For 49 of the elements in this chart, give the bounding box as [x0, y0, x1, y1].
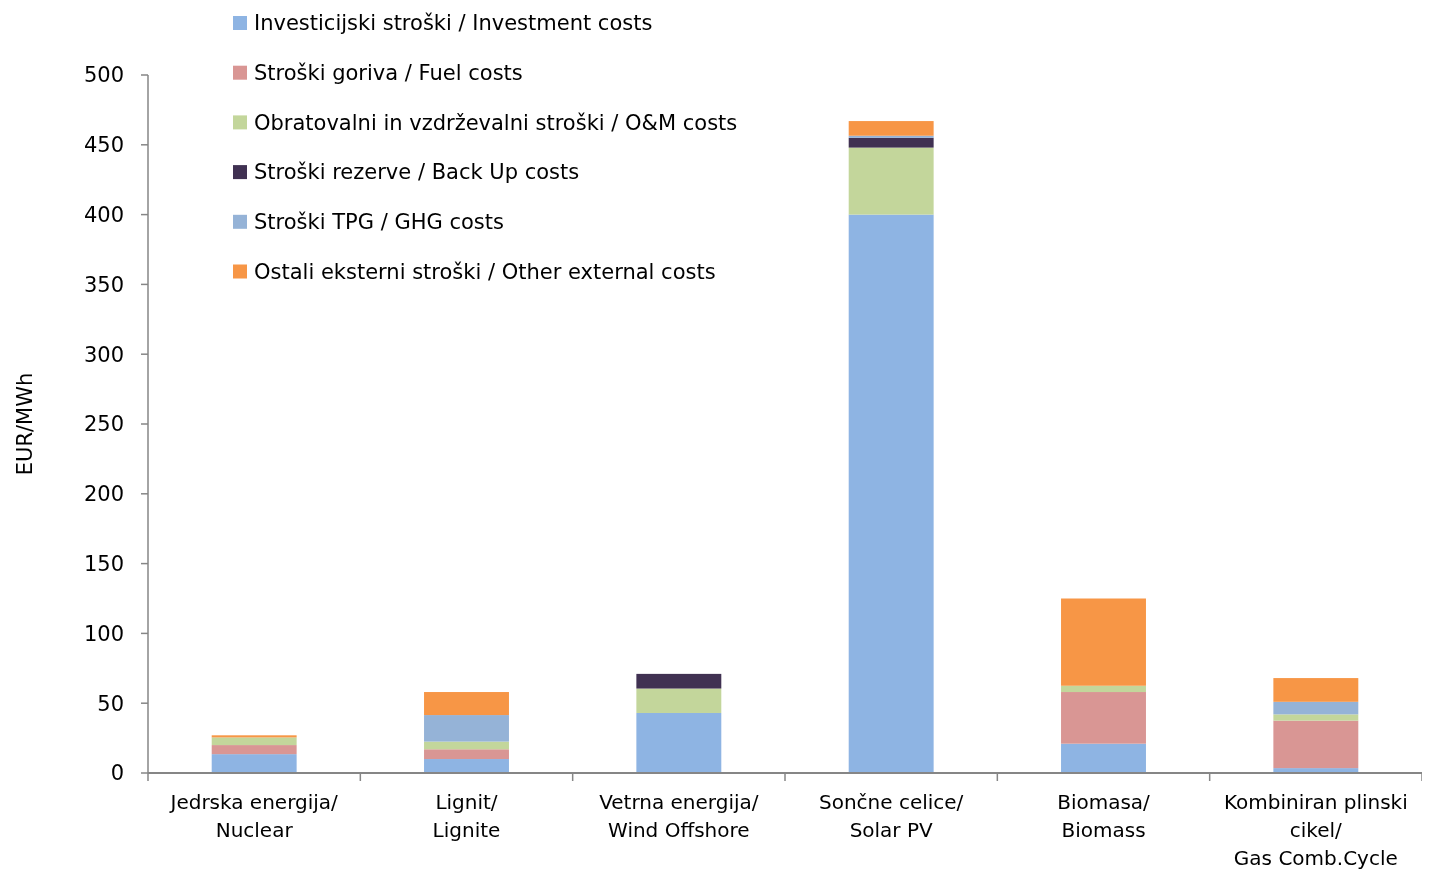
- bar: [1061, 685, 1146, 693]
- bar: [211, 745, 297, 755]
- x-tick-label: Vetrna energija/ Wind Offshore: [599, 790, 759, 842]
- bar: [211, 754, 297, 773]
- bar: [1273, 701, 1359, 715]
- bar: [1273, 720, 1359, 769]
- legend-label: Ostali eksterni stroški / Other external costs: [254, 259, 716, 284]
- legend-label: Stroški goriva / Fuel costs: [254, 61, 523, 86]
- y-axis-title: EUR/MWh: [13, 372, 37, 476]
- y-tick-label: 100: [83, 621, 124, 646]
- y-tick-label: 350: [83, 272, 124, 297]
- y-tick-label: 450: [83, 133, 124, 158]
- bar: [636, 688, 722, 713]
- y-tick-label: 150: [83, 551, 124, 576]
- y-tick-label: 200: [83, 482, 124, 507]
- legend-label: Investicijski stroški / Investment costs: [254, 11, 653, 36]
- bar: [211, 735, 297, 738]
- x-tick-label: Biomasa/ Biomass: [1057, 790, 1151, 842]
- x-tick-label: Sončne celice/ Solar PV: [818, 790, 964, 842]
- bar: [1061, 743, 1146, 773]
- y-tick-label: 500: [83, 63, 124, 88]
- y-tick-label: 0: [110, 761, 124, 786]
- bar: [424, 749, 509, 760]
- bar: [848, 214, 934, 773]
- bar: [848, 147, 934, 215]
- y-tick-label: 250: [83, 412, 124, 437]
- bar: [848, 135, 934, 138]
- bar: [424, 759, 509, 773]
- bar: [636, 712, 722, 773]
- bar: [1273, 714, 1359, 721]
- x-tick-label: Lignit/ Lignite: [432, 790, 501, 842]
- bar: [424, 715, 509, 742]
- y-tick-label: 50: [97, 691, 124, 716]
- bar: [1061, 598, 1146, 686]
- bar: [636, 673, 722, 689]
- bar: [1273, 678, 1359, 702]
- bar: [1061, 692, 1146, 744]
- bar: [424, 741, 509, 750]
- legend-label: Obratovalni in vzdrževalni stroški / O&M costs: [254, 110, 738, 135]
- y-tick-label: 400: [83, 202, 124, 227]
- y-tick-label: 300: [83, 342, 124, 367]
- bar: [424, 692, 509, 716]
- bar: [848, 137, 934, 148]
- bar: [848, 121, 934, 136]
- x-tick-label: Jedrska energija/ Nuclear: [168, 790, 339, 842]
- x-tick-label: Kombiniran plinski cikel/ Gas Comb.Cycle: [1223, 790, 1408, 870]
- legend-label: Stroški rezerve / Back Up costs: [254, 160, 580, 185]
- legend-label: Stroški TPG / GHG costs: [254, 210, 504, 235]
- bar: [211, 737, 297, 746]
